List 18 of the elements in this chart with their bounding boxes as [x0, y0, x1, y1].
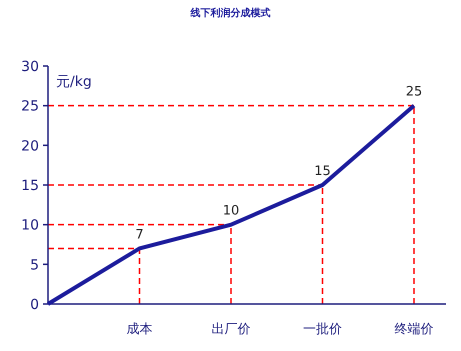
y-tick-label: 0 [30, 297, 39, 313]
data-label: 7 [135, 227, 144, 242]
x-tick-label: 出厂价 [212, 322, 250, 337]
y-tick-label: 10 [21, 218, 39, 234]
data-label: 25 [406, 84, 422, 100]
y-tick-label: 5 [30, 257, 39, 274]
x-tick-label: 一批价 [303, 322, 342, 337]
y-axis-title: 元/kg [56, 74, 92, 90]
y-tick-label: 30 [21, 59, 39, 75]
chart-title: 线下利润分成模式 [190, 7, 270, 19]
y-tick-label: 25 [21, 98, 39, 115]
y-tick-label: 20 [21, 138, 39, 154]
line-series [46, 104, 416, 306]
data-label: 15 [314, 164, 331, 179]
y-tick-label: 15 [21, 178, 39, 194]
data-label: 10 [222, 204, 240, 219]
x-tick-label: 终端价 [394, 322, 434, 337]
x-tick-label: 成本 [126, 322, 152, 337]
